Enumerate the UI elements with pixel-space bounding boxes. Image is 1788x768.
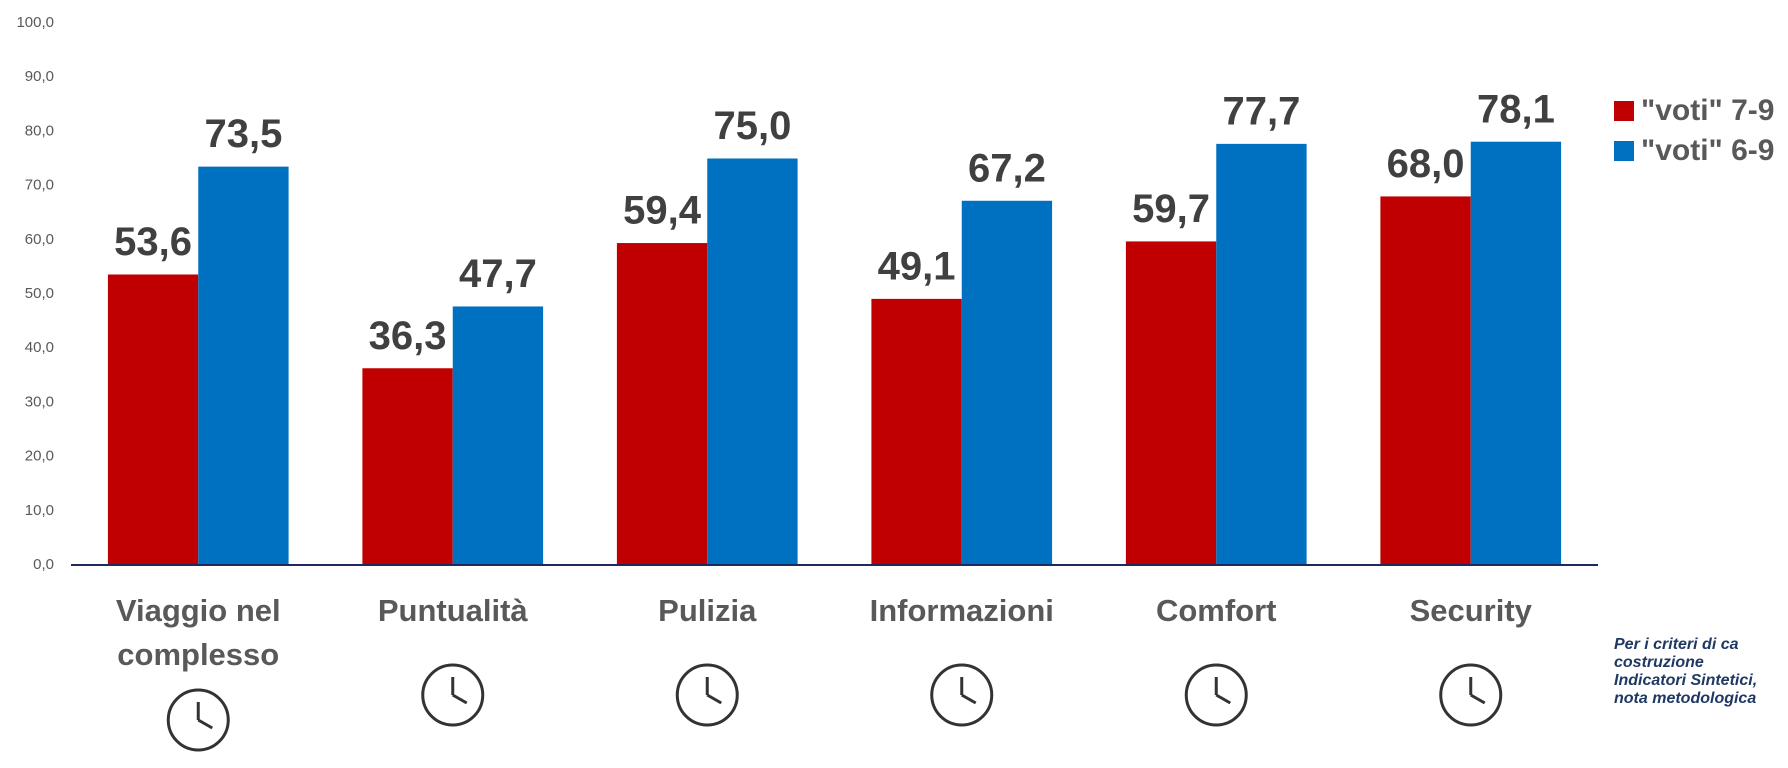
icon [961,693,977,705]
y-tick-label: 70,0 [25,177,54,194]
y-tick-label: 0,0 [33,556,54,573]
icon [197,718,213,730]
icon [1470,693,1486,705]
footnote-line: Per i criteri di ca [1614,636,1739,653]
bar [198,166,289,565]
y-tick-label: 20,0 [25,448,54,465]
legend-label: "voti" 6-9 [1641,134,1774,167]
bar [871,298,962,565]
icon [1215,693,1231,705]
value-label: 59,7 [1132,187,1210,231]
footnote: Per i criteri di ca costruzione Indicatori… [1614,636,1757,708]
icons [166,663,1503,752]
legend-swatch [1614,101,1634,121]
value-label: 75,0 [713,104,791,148]
bar [961,200,1053,565]
x-tick-label: Security [1409,593,1532,628]
value-label: 68,0 [1387,142,1465,186]
icon [1184,663,1248,727]
value-label: 47,7 [459,252,537,296]
footnote-line: nota metodologica [1614,690,1757,707]
y-tick-label: 100,0 [16,14,54,31]
y-tick-label: 50,0 [25,285,54,302]
bar [107,274,199,565]
x-tick-label: Pulizia [658,593,757,628]
y-tick-label: 60,0 [25,231,54,248]
icon [166,688,230,752]
value-label: 53,6 [114,220,192,264]
footnote-line: Indicatori Sintetici, [1614,672,1758,689]
value-label: 78,1 [1477,87,1555,131]
value-label: 49,1 [878,244,956,288]
icon [421,663,485,727]
value-label: 36,3 [369,314,447,358]
x-tick-label: Viaggio nel complesso [115,593,281,672]
value-label: 67,2 [968,146,1046,190]
icon [930,663,994,727]
bar [616,243,708,565]
y-tick-label: 90,0 [25,68,54,85]
value-label: 59,4 [623,189,702,233]
icon [675,663,739,727]
y-tick-label: 30,0 [25,393,54,410]
bar [1216,143,1307,565]
legend-swatch [1614,141,1634,161]
y-tick-label: 40,0 [25,339,54,356]
y-tick-label: 80,0 [25,122,54,139]
value-label: 73,5 [204,112,282,156]
legend-label: "voti" 7-9 [1641,94,1774,127]
x-tick-label: Puntualità [377,593,528,628]
bar [1470,141,1562,565]
bar [1380,196,1471,565]
icon [452,693,468,705]
bar [362,368,453,565]
y-tick-label: 10,0 [25,502,54,519]
icon [706,693,722,705]
value-label: 77,7 [1222,89,1300,133]
x-tick-label: Informazioni [869,593,1054,628]
x-tick-label: Comfort [1155,593,1277,628]
footnote-line: costruzione [1614,654,1704,671]
bar [707,158,798,565]
bar [452,306,544,565]
icon [1439,663,1503,727]
bar [1125,241,1217,565]
